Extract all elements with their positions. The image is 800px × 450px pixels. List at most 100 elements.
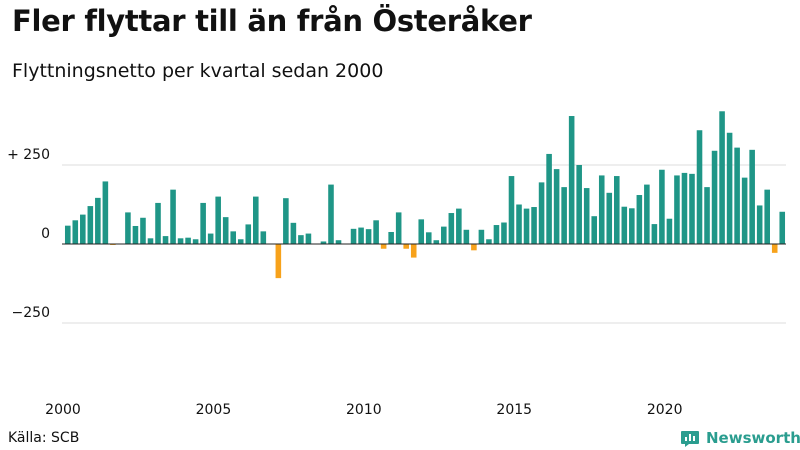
bar	[320, 241, 327, 244]
bar	[72, 220, 79, 244]
bar	[553, 169, 560, 244]
bar	[410, 244, 417, 258]
bar	[222, 217, 229, 244]
bar	[290, 222, 297, 244]
bar	[253, 196, 259, 244]
bar	[659, 169, 665, 244]
bar	[395, 212, 402, 244]
bar	[741, 177, 748, 244]
bar	[651, 224, 658, 244]
bar	[689, 173, 695, 244]
bar	[298, 235, 304, 244]
bar	[125, 212, 131, 244]
y-tick-label: + 250	[7, 147, 50, 163]
bar	[102, 181, 109, 244]
brand-name: Newsworthy	[706, 429, 800, 447]
bar	[373, 220, 379, 244]
bar	[749, 149, 755, 244]
x-tick-label: 2005	[196, 402, 232, 418]
bar	[764, 189, 770, 244]
bar	[260, 231, 267, 244]
bar	[726, 132, 733, 244]
x-tick-label: 2000	[45, 402, 81, 418]
bar	[147, 238, 154, 244]
bar	[546, 153, 552, 244]
bar	[365, 229, 372, 244]
bar	[681, 172, 688, 244]
bar	[711, 150, 718, 244]
bar	[501, 222, 507, 244]
bar	[463, 229, 470, 244]
bar	[162, 236, 169, 244]
bar	[598, 175, 605, 244]
x-tick-label: 2015	[496, 402, 532, 418]
bar	[192, 239, 199, 244]
bar	[350, 228, 357, 244]
bar	[418, 219, 425, 244]
bar	[380, 244, 387, 249]
bar	[215, 196, 221, 244]
chart-title: Fler flyttar till än från Österåker	[12, 4, 532, 38]
bar	[478, 229, 485, 244]
bar	[87, 206, 94, 244]
bar	[576, 165, 582, 244]
bar	[756, 205, 763, 244]
bar	[328, 184, 334, 244]
bar	[621, 206, 628, 244]
bar	[207, 233, 214, 244]
bar	[245, 224, 252, 244]
bar	[644, 184, 650, 244]
bar	[448, 213, 455, 244]
chart-subtitle: Flyttningsnetto per kvartal sedan 2000	[12, 60, 384, 82]
bar	[200, 202, 206, 244]
bar	[516, 204, 522, 244]
bar	[358, 227, 364, 244]
bar	[185, 237, 191, 244]
bar	[696, 130, 703, 244]
x-tick-label: 2020	[647, 402, 683, 418]
bar	[779, 211, 786, 244]
bar	[493, 225, 500, 244]
bar	[441, 226, 447, 244]
bar	[170, 189, 176, 244]
bar	[734, 147, 740, 244]
bar	[674, 175, 680, 244]
bar	[523, 208, 530, 244]
bar	[591, 216, 598, 244]
bar	[132, 225, 139, 244]
bar	[230, 231, 237, 244]
bar	[771, 244, 778, 253]
brand-logo: Newsworthy	[680, 428, 800, 448]
x-tick-label: 2010	[346, 402, 382, 418]
bar	[305, 233, 312, 244]
bar	[508, 176, 515, 244]
bar	[561, 187, 567, 244]
y-tick-label: −250	[12, 305, 50, 321]
bar	[433, 240, 440, 244]
bar	[155, 202, 161, 244]
bar	[456, 208, 462, 244]
bar	[636, 195, 643, 244]
bar	[177, 238, 184, 244]
bar	[237, 239, 244, 244]
bar	[140, 217, 146, 244]
bar	[531, 207, 537, 244]
bar	[629, 208, 635, 244]
newsworthy-logo-icon	[681, 431, 699, 447]
bar	[471, 244, 477, 251]
bar	[666, 218, 673, 244]
bar	[486, 239, 492, 244]
bar	[538, 182, 545, 244]
bar	[606, 192, 613, 244]
bar	[704, 187, 710, 244]
bar	[583, 188, 590, 244]
bar	[95, 197, 101, 244]
y-tick-label: 0	[41, 226, 50, 242]
bar	[80, 214, 86, 244]
bar	[614, 176, 620, 244]
bar	[335, 240, 342, 244]
bar	[425, 232, 432, 244]
bar	[64, 225, 71, 244]
source-note: Källa: SCB	[8, 430, 80, 446]
